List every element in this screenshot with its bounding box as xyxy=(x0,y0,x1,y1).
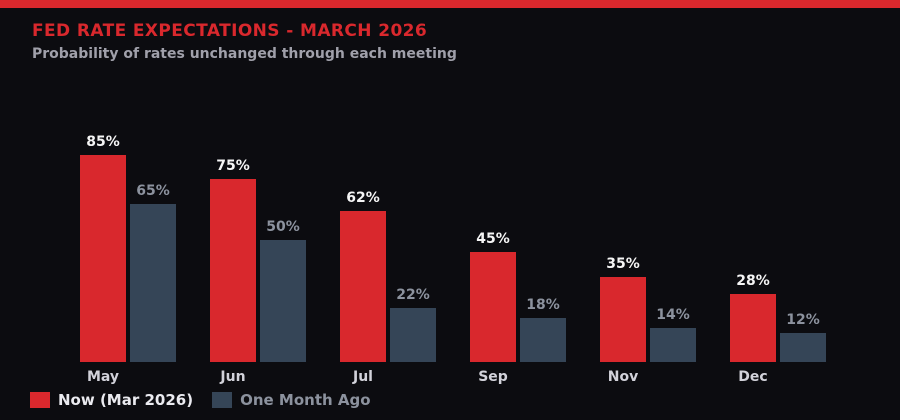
bar-jun-ago xyxy=(260,240,306,362)
bar-value-label-sep-ago: 18% xyxy=(526,297,560,313)
bar-value-label-nov-ago: 14% xyxy=(656,307,690,323)
legend-swatch-ago xyxy=(212,392,233,408)
bar-group-jul: 62% 22% Jul xyxy=(340,0,436,420)
bar-value-label-jun-ago: 50% xyxy=(266,219,300,235)
bar-value-label-jul-ago: 22% xyxy=(396,287,430,303)
legend-label-now: Now (Mar 2026) xyxy=(58,391,194,409)
bar-value-label-dec-ago: 12% xyxy=(786,312,820,328)
bar-group-may: 85% 65% May xyxy=(80,0,176,420)
chart-title: FED RATE EXPECTATIONS - MARCH 2026 xyxy=(32,21,428,41)
bar-value-label-dec-now: 28% xyxy=(736,273,770,289)
bar-value-label-jun-now: 75% xyxy=(216,158,250,174)
bar-nov-now xyxy=(600,277,646,362)
bar-group-dec: 28% 12% Dec xyxy=(730,0,826,420)
bar-group-jun: 75% 50% Jun xyxy=(210,0,306,420)
bar-dec-now xyxy=(730,294,776,362)
bar-value-label-may-now: 85% xyxy=(86,134,120,150)
category-label-sep: Sep xyxy=(478,369,508,385)
bar-nov-ago xyxy=(650,328,696,362)
bar-may-now xyxy=(80,155,126,362)
category-label-may: May xyxy=(86,369,120,385)
bar-value-label-sep-now: 45% xyxy=(476,231,510,247)
chart-subtitle: Probability of rates unchanged through e… xyxy=(32,46,457,62)
top-accent-strip xyxy=(0,0,900,8)
legend-swatch-now xyxy=(30,392,50,408)
bar-may-ago xyxy=(130,204,176,362)
bar-value-label-may-ago: 65% xyxy=(136,183,170,199)
category-label-jul: Jul xyxy=(353,369,373,385)
bar-sep-now xyxy=(470,252,516,362)
bar-jun-now xyxy=(210,179,256,362)
legend-label-ago: One Month Ago xyxy=(240,391,371,409)
category-label-jun: Jun xyxy=(220,369,246,385)
category-label-dec: Dec xyxy=(738,369,768,385)
bar-sep-ago xyxy=(520,318,566,362)
bar-value-label-jul-now: 62% xyxy=(346,190,380,206)
bar-jul-now xyxy=(340,211,386,362)
legend: Now (Mar 2026) One Month Ago xyxy=(30,391,371,409)
bar-value-label-nov-now: 35% xyxy=(606,256,640,272)
bar-jul-ago xyxy=(390,308,436,362)
bar-dec-ago xyxy=(780,333,826,362)
bar-group-nov: 35% 14% Nov xyxy=(600,0,696,420)
bar-group-sep: 45% 18% Sep xyxy=(470,0,566,420)
category-label-nov: Nov xyxy=(607,369,639,385)
